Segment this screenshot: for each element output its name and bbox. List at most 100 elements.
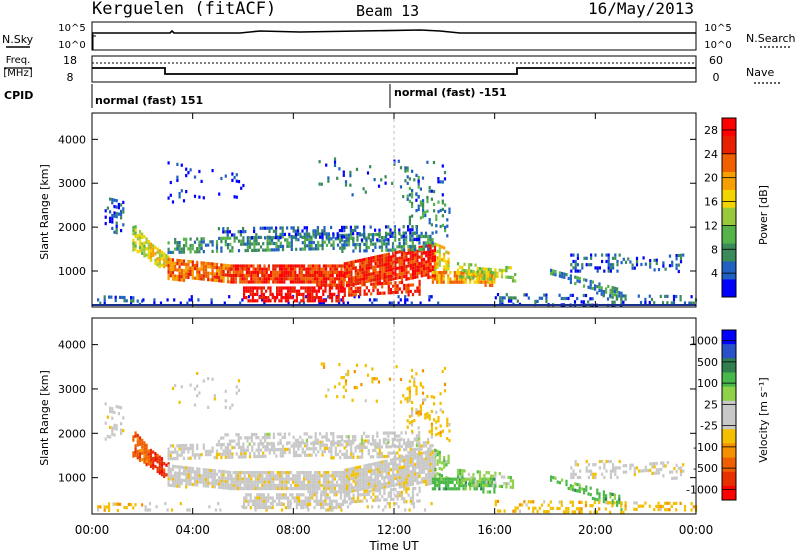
heatmap-cell xyxy=(303,268,305,271)
heatmap-cell xyxy=(159,262,161,265)
heatmap-cell xyxy=(214,485,216,488)
heatmap-cell xyxy=(346,234,348,237)
heatmap-cell xyxy=(241,477,243,480)
heatmap-cell xyxy=(280,293,282,296)
heatmap-cell xyxy=(410,261,412,264)
heatmap-cell xyxy=(179,466,181,469)
heatmap-cell xyxy=(366,483,368,486)
heatmap-cell xyxy=(444,383,446,386)
heatmap-cell xyxy=(691,502,693,505)
heatmap-cell xyxy=(375,286,377,289)
heatmap-cell xyxy=(640,263,642,266)
heatmap-cell xyxy=(388,256,390,259)
heatmap-cell xyxy=(313,299,315,302)
heatmap-cell xyxy=(416,434,418,437)
heatmap-cell xyxy=(163,472,165,475)
heatmap-cell xyxy=(344,294,346,297)
heatmap-cell xyxy=(285,474,287,477)
heatmap-cell xyxy=(447,478,449,481)
heatmap-cell xyxy=(172,451,174,454)
heatmap-cell xyxy=(408,258,410,261)
heatmap-cell xyxy=(220,483,222,486)
heatmap-cell xyxy=(340,277,342,280)
heatmap-cell xyxy=(344,453,346,456)
heatmap-cell xyxy=(246,439,248,442)
heatmap-cell xyxy=(441,461,443,464)
heatmap-cell xyxy=(135,228,137,231)
heatmap-cell xyxy=(592,463,594,466)
heatmap-cell xyxy=(434,275,436,278)
heatmap-cell xyxy=(576,489,578,492)
heatmap-cell xyxy=(534,300,536,303)
heatmap-cell xyxy=(350,237,352,240)
heatmap-cell xyxy=(250,493,252,496)
heatmap-cell xyxy=(611,301,613,304)
heatmap-cell xyxy=(425,251,427,254)
heatmap-cell xyxy=(403,448,405,451)
heatmap-cell xyxy=(377,462,379,465)
heatmap-cell xyxy=(304,236,306,239)
y-tick-label: 2000 xyxy=(58,221,86,234)
heatmap-cell xyxy=(335,237,337,240)
heatmap-cell xyxy=(375,484,377,487)
heatmap-cell xyxy=(116,405,118,408)
heatmap-cell xyxy=(305,274,307,277)
heatmap-cell xyxy=(372,442,374,445)
heatmap-cell xyxy=(568,487,570,490)
heatmap-cell xyxy=(201,244,203,247)
heatmap-cell xyxy=(229,440,231,443)
heatmap-cell xyxy=(174,265,176,268)
heatmap-cell xyxy=(594,463,596,466)
heatmap-cell xyxy=(205,275,207,278)
heatmap-cell xyxy=(665,268,667,271)
heatmap-cell xyxy=(412,479,414,482)
heatmap-cell xyxy=(510,486,512,489)
heatmap-cell xyxy=(227,433,229,436)
heatmap-cell xyxy=(165,473,167,476)
heatmap-cell xyxy=(344,269,346,272)
heatmap-cell xyxy=(432,241,434,244)
heatmap-cell xyxy=(515,506,517,509)
heatmap-cell xyxy=(192,244,194,247)
heatmap-cell xyxy=(421,471,423,474)
heatmap-cell xyxy=(212,262,214,265)
heatmap-cell xyxy=(355,489,357,492)
heatmap-cell xyxy=(388,445,390,448)
heatmap-cell xyxy=(263,286,265,289)
heatmap-cell xyxy=(313,290,315,293)
heatmap-cell xyxy=(561,297,563,300)
heatmap-cell xyxy=(267,242,269,245)
heatmap-cell xyxy=(350,446,352,449)
heatmap-cell xyxy=(603,294,605,297)
heatmap-cell xyxy=(325,277,327,280)
heatmap-cell xyxy=(413,419,415,422)
heatmap-cell xyxy=(319,232,321,235)
heatmap-cell xyxy=(264,433,266,436)
heatmap-cell xyxy=(254,293,256,296)
heatmap-cell xyxy=(216,473,218,476)
heatmap-cell xyxy=(118,406,120,409)
heatmap-cell xyxy=(303,477,305,480)
heatmap-cell xyxy=(575,266,577,269)
heatmap-cell xyxy=(241,264,243,267)
heatmap-cell xyxy=(183,466,185,469)
heatmap-cell xyxy=(185,485,187,488)
heatmap-cell xyxy=(419,465,421,468)
heatmap-cell xyxy=(421,454,423,457)
heatmap-cell xyxy=(235,471,237,474)
heatmap-cell xyxy=(357,279,359,282)
heatmap-cell xyxy=(388,253,390,256)
heatmap-cell xyxy=(261,481,263,484)
heatmap-cell xyxy=(397,251,399,254)
heatmap-cell xyxy=(412,267,414,270)
heatmap-cell xyxy=(614,501,616,504)
heatmap-cell xyxy=(385,175,387,178)
heatmap-cell xyxy=(579,470,581,473)
heatmap-cell xyxy=(250,474,252,477)
heatmap-cell xyxy=(236,196,238,199)
heatmap-cell xyxy=(312,233,314,236)
heatmap-cell xyxy=(434,455,436,458)
heatmap-cell xyxy=(394,254,396,257)
heatmap-cell xyxy=(567,510,569,513)
heatmap-cell xyxy=(315,432,317,435)
